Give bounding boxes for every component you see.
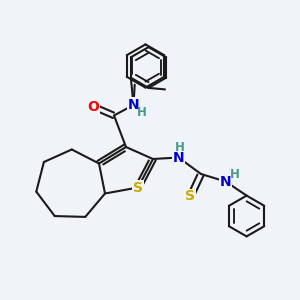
Text: H: H (175, 141, 185, 154)
Text: H: H (230, 168, 240, 182)
Text: S: S (133, 181, 143, 194)
Text: O: O (87, 100, 99, 113)
Text: H: H (137, 106, 147, 119)
Text: S: S (185, 190, 196, 203)
Text: N: N (173, 151, 184, 164)
Text: N: N (128, 98, 139, 112)
Text: N: N (220, 175, 231, 188)
